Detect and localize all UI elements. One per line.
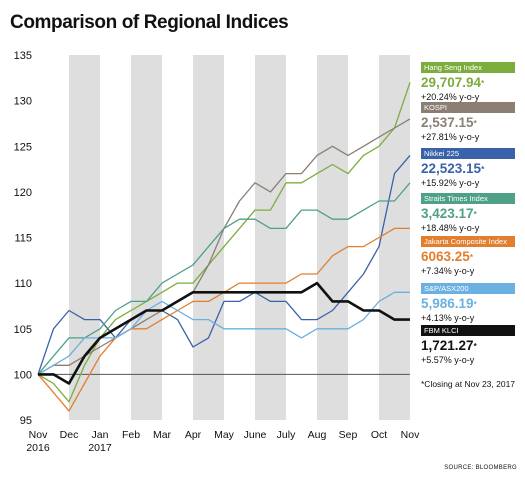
footnote: *Closing at Nov 23, 2017: [421, 379, 516, 389]
x-tick-label: Oct: [371, 429, 387, 441]
legend-change: +7.34% y-o-y: [421, 266, 475, 276]
series-line-nikkei-225: [37, 154, 411, 375]
legend-value: 29,707.94*: [421, 75, 485, 90]
legend-item: KOSPI 2,537.15* +27.81% y-o-y: [421, 102, 515, 142]
legend-change: +4.13% y-o-y: [421, 313, 475, 323]
series-line-fbm-klci: [38, 281, 410, 385]
legend-change: +20.24% y-o-y: [421, 92, 480, 102]
grid-band: [69, 55, 100, 420]
legend-value: 2,537.15*: [421, 115, 477, 130]
y-tick-label: 125: [14, 141, 32, 153]
x-tick-label: Apr: [185, 429, 202, 441]
y-tick-label: 130: [14, 96, 32, 108]
legend-change: +5.57% y-o-y: [421, 355, 475, 365]
legend-label: S&P/ASX200: [421, 283, 515, 294]
x-tick-label: Aug: [308, 429, 327, 441]
y-tick-label: 135: [14, 50, 32, 62]
legend-item: FBM KLCI 1,721.27* +5.57% y-o-y: [421, 325, 515, 365]
y-tick-label: 105: [14, 324, 32, 336]
legend-change: +27.81% y-o-y: [421, 132, 480, 142]
x-tick-sublabel: 2016: [26, 442, 50, 454]
legend-label: Nikkei 225: [421, 148, 515, 159]
x-tick-label: July: [277, 429, 296, 441]
legend-value: 5,986.19*: [421, 296, 477, 311]
x-tick-label: June: [244, 429, 267, 441]
x-tick-label: Feb: [122, 429, 140, 441]
legend-change: +18.48% y-o-y: [421, 223, 480, 233]
grid-band: [193, 55, 224, 420]
x-tick-label: Nov: [29, 429, 48, 441]
x-tick-label: Jan: [92, 429, 109, 441]
legend-value: 3,423.17*: [421, 206, 477, 221]
grid-band: [255, 55, 286, 420]
legend-item: S&P/ASX200 5,986.19* +4.13% y-o-y: [421, 283, 515, 323]
x-tick-label: Mar: [153, 429, 172, 441]
legend-label: KOSPI: [421, 102, 515, 113]
y-tick-label: 100: [14, 369, 32, 381]
chart-title: Comparison of Regional Indices: [10, 12, 289, 33]
series-line-straits-times-index: [37, 182, 411, 375]
grid-band: [317, 55, 348, 420]
y-tick-label: 120: [14, 187, 32, 199]
legend-label: Straits Times Index: [421, 193, 515, 204]
x-tick-label: May: [214, 429, 235, 441]
legend-item: Nikkei 225 22,523.15* +15.92% y-o-y: [421, 148, 515, 188]
legend-item: Jakarta Composite Index 6063.25* +7.34% y-…: [421, 236, 515, 276]
legend-value: 1,721.27*: [421, 338, 477, 353]
source-credit: SOURCE: BLOOMBERG: [444, 465, 517, 471]
legend-change: +15.92% y-o-y: [421, 178, 480, 188]
legend-label: Hang Seng Index: [421, 62, 515, 73]
legend-item: Hang Seng Index 29,707.94* +20.24% y-o-y: [421, 62, 515, 102]
grid-band: [131, 55, 162, 420]
x-tick-label: Nov: [401, 429, 420, 441]
legend-value: 6063.25*: [421, 249, 473, 264]
y-tick-label: 115: [14, 233, 32, 245]
x-tick-label: Sep: [339, 429, 358, 441]
x-tick-sublabel: 2017: [88, 442, 112, 454]
legend-value: 22,523.15*: [421, 161, 485, 176]
legend-label: Jakarta Composite Index: [421, 236, 515, 247]
legend-item: Straits Times Index 3,423.17* +18.48% y-o-…: [421, 193, 515, 233]
grid-band: [379, 55, 410, 420]
y-tick-label: 110: [14, 278, 32, 290]
legend-label: FBM KLCI: [421, 325, 515, 336]
y-tick-label: 95: [20, 415, 32, 427]
x-tick-label: Dec: [60, 429, 79, 441]
